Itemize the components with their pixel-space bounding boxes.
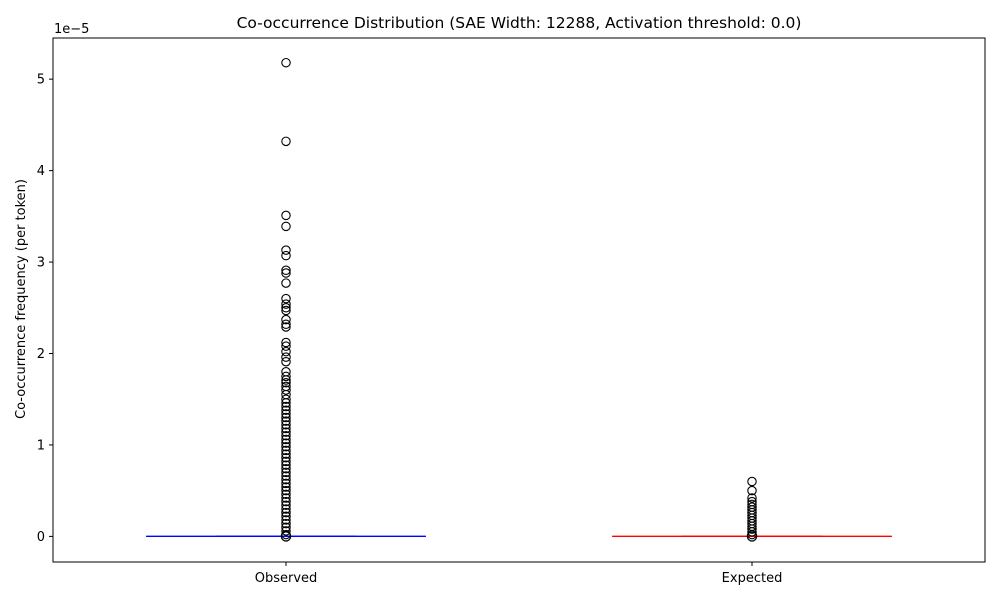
outlier-point [281,322,291,332]
outlier-point [281,341,291,351]
y-tick-label: 4 [37,164,45,179]
outlier-point [281,378,291,388]
outlier-point [281,210,291,221]
outlier-point [281,293,291,304]
outlier-point [281,314,291,325]
outlier-point [281,507,291,518]
chart-title: Co-occurrence Distribution (SAE Width: 1… [237,14,802,32]
outlier-point [281,518,291,529]
outlier-point [281,385,291,395]
outlier-point [281,356,291,367]
outlier-point [747,476,757,487]
outlier-point [281,352,291,362]
outlier-point [281,471,291,481]
outlier-point [281,467,291,478]
outlier-point [747,493,757,503]
outlier-point [281,401,291,412]
y-axis-offset-label: 1e−5 [54,22,89,37]
y-tick-label: 2 [37,347,45,362]
outlier-point [281,489,291,500]
outlier-point [281,474,291,485]
outlier-point [281,500,291,511]
outlier-point [281,511,291,522]
outlier-point [746,531,758,542]
outlier-point [281,431,291,441]
outlier-point [281,423,291,434]
outlier-point [281,434,291,445]
y-tick-label: 0 [37,530,45,545]
outlier-point [281,371,291,382]
outlier-point [281,504,291,514]
outlier-point [281,319,291,329]
outlier-point [281,394,291,404]
outlier-point [281,409,291,419]
outlier-point [281,136,291,147]
x-tick-label: Observed [255,571,318,586]
outlier-point [281,438,291,448]
outlier-point [281,245,291,255]
outlier-point [281,463,291,474]
outlier-point [281,337,291,348]
outlier-point [281,303,291,313]
outlier-point [281,250,291,261]
axes-frame [52,37,986,563]
outlier-point [281,416,291,426]
outlier-point [281,405,291,415]
outlier-point [281,456,291,467]
y-tick-label: 5 [37,73,45,88]
outlier-point [747,485,757,496]
outlier-point [281,420,291,430]
outlier-point [281,221,291,232]
outlier-point [281,442,291,452]
outlier-point [281,452,291,463]
outlier-point [281,265,291,276]
outlier-point [281,526,291,536]
outlier-point [281,478,291,489]
outlier-point [281,375,291,385]
outlier-point [281,449,291,459]
y-axis-label: Co-occurrence frequency (per token) [14,179,29,419]
outlier-point [281,485,291,496]
outlier-point [281,445,291,456]
outlier-point [281,482,291,492]
outlier-point [281,460,291,470]
outlier-point [281,398,291,408]
outlier-point [281,299,291,309]
outlier-point [281,278,291,288]
outlier-point [281,412,291,423]
outlier-point [747,527,757,537]
outlier-point [281,493,291,503]
outlier-point [281,305,291,316]
outlier-point [281,427,291,437]
outlier-point [280,531,292,542]
plot-area: 0 1 2 3 4 5 Observed Expected [37,57,892,586]
y-tick-label: 3 [37,256,45,271]
outlier-point [281,346,291,357]
outlier-point [281,57,291,68]
outlier-point [281,515,291,525]
outlier-point [747,524,757,534]
outlier-point [281,268,291,278]
outlier-point [281,496,291,507]
x-tick-label: Expected [722,571,783,586]
y-tick-label: 1 [37,438,45,453]
